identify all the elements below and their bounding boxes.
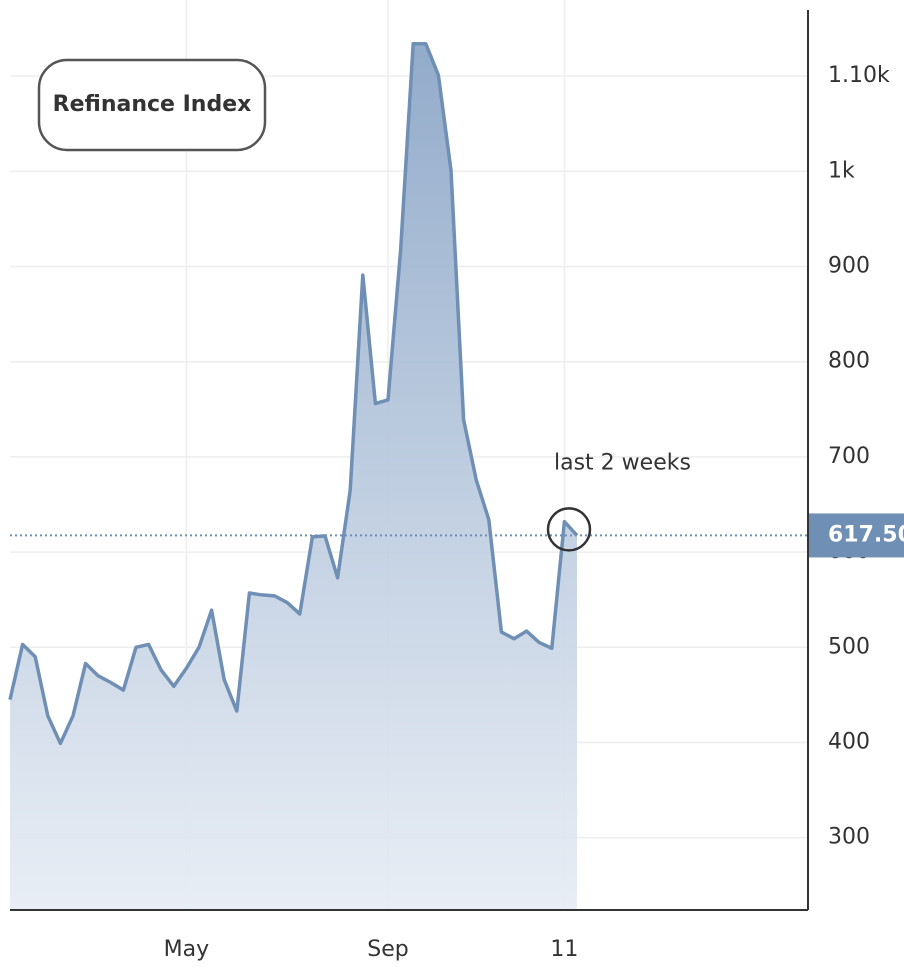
highlight-circle bbox=[546, 507, 592, 552]
annotation: last 2 weeks bbox=[554, 450, 691, 475]
y-tick-label: 700 bbox=[828, 444, 870, 469]
x-tick-label: Sep bbox=[367, 937, 408, 962]
area bbox=[10, 43, 577, 910]
title-box bbox=[37, 58, 267, 152]
y-tick-label: 800 bbox=[828, 349, 870, 374]
y-tick-label: 1.10k bbox=[828, 63, 890, 88]
last-value-label: 617.50 bbox=[828, 522, 904, 547]
y-tick-label: 300 bbox=[828, 825, 870, 850]
last-value-box bbox=[809, 513, 904, 558]
y-tick-label: 400 bbox=[828, 729, 870, 754]
y-tick-label: 900 bbox=[828, 254, 870, 279]
y-tick-label: 500 bbox=[828, 634, 870, 659]
x-tick-label: 11 bbox=[550, 937, 578, 962]
x-tick-label: May bbox=[164, 937, 209, 962]
chart-title: Refinance Index bbox=[53, 92, 252, 117]
line bbox=[8, 42, 579, 746]
y-tick-label: 1k bbox=[828, 158, 855, 183]
